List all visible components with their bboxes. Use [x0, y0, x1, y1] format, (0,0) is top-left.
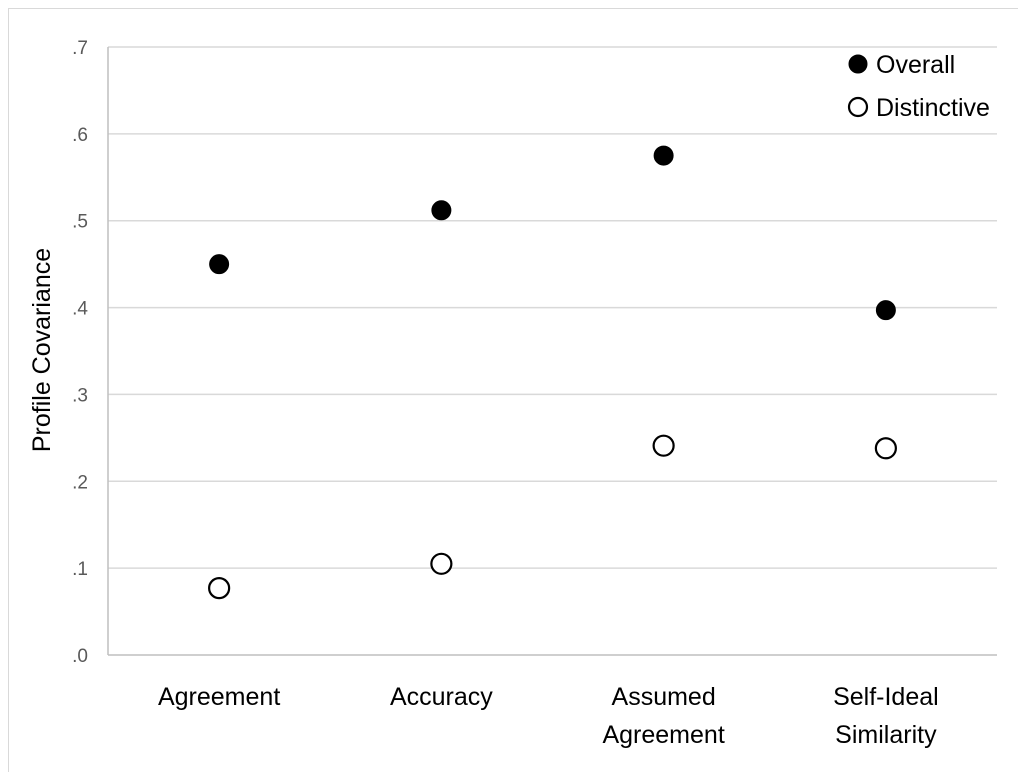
- y-tick-label: .6: [72, 125, 88, 146]
- distinctive-point: [430, 552, 453, 575]
- legend: Overall Distinctive: [847, 51, 990, 122]
- x-category-label-line: Self-Ideal: [833, 683, 939, 711]
- y-tick-label: .0: [72, 646, 88, 667]
- y-tick-label: .5: [72, 212, 88, 233]
- overall-point: [653, 145, 674, 166]
- legend-label: Distinctive: [876, 94, 990, 122]
- x-category-label: Agreement: [158, 683, 280, 711]
- y-axis-title: Profile Covariance: [28, 248, 56, 452]
- x-category-label: Accuracy: [390, 683, 493, 711]
- legend-marker-distinctive: [847, 96, 869, 118]
- distinctive-point: [874, 437, 897, 460]
- legend-marker-overall: [848, 54, 868, 74]
- x-category-label-line: Accuracy: [390, 683, 493, 711]
- overall-point: [875, 300, 896, 321]
- legend-label: Overall: [876, 51, 955, 79]
- distinctive-point: [208, 577, 231, 600]
- y-tick-label: .2: [72, 472, 88, 493]
- x-category-label: Self-Ideal Similarity: [833, 683, 939, 749]
- y-tick-label: .4: [72, 299, 88, 320]
- x-category-label-line: Assumed: [612, 683, 716, 711]
- chart-frame: [8, 8, 1018, 772]
- x-category-label-line: Similarity: [835, 721, 937, 749]
- data-points: [208, 145, 897, 600]
- x-category-label-line: Agreement: [158, 683, 280, 711]
- y-tick-label: .3: [72, 385, 88, 406]
- overall-point: [431, 200, 452, 221]
- y-tick-label: .7: [72, 38, 88, 59]
- x-axis-categories: Agreement Accuracy Assumed Agreement Self-Id…: [158, 683, 939, 749]
- y-axis-ticks: .0 .1 .2 .3 .4 .5 .6 .7: [72, 38, 88, 667]
- x-category-label-line: Agreement: [602, 721, 724, 749]
- y-tick-label: .1: [72, 559, 88, 580]
- gridlines: [107, 46, 997, 656]
- x-category-label: Assumed Agreement: [602, 683, 724, 749]
- overall-point: [209, 254, 230, 275]
- distinctive-point: [652, 434, 675, 457]
